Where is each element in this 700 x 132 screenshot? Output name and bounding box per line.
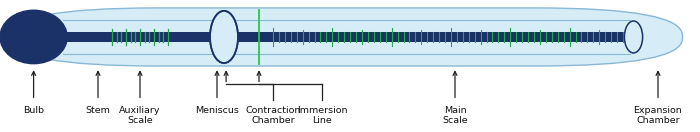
Text: Main
Scale: Main Scale <box>442 106 468 125</box>
Ellipse shape <box>210 11 238 63</box>
Ellipse shape <box>0 10 67 64</box>
Text: Expansion
Chamber: Expansion Chamber <box>634 106 682 125</box>
Text: Auxiliary
Scale: Auxiliary Scale <box>119 106 161 125</box>
Text: Stem: Stem <box>85 106 111 115</box>
Bar <box>210 32 238 42</box>
Polygon shape <box>50 21 63 53</box>
Text: Contraction
Chamber: Contraction Chamber <box>245 106 301 125</box>
Ellipse shape <box>624 21 643 53</box>
Text: Immersion
Line: Immersion Line <box>297 106 347 125</box>
Text: Bulb: Bulb <box>23 106 44 115</box>
Text: Meniscus: Meniscus <box>195 106 239 115</box>
FancyBboxPatch shape <box>10 8 682 66</box>
Bar <box>63 32 630 42</box>
